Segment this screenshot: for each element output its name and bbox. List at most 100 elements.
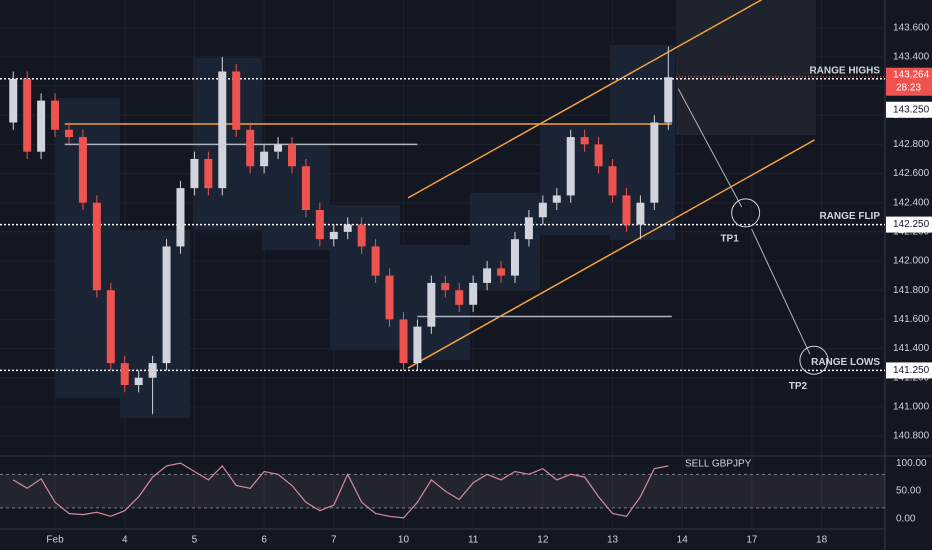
candle-body xyxy=(120,363,129,385)
level-tag-label: 142.250 xyxy=(893,219,930,230)
level-name: RANGE HIGHS xyxy=(809,65,880,76)
x-tick-label: Feb xyxy=(46,535,64,546)
candle-body xyxy=(51,100,60,130)
y-tick-label: 141.600 xyxy=(893,314,930,325)
oscillator-band xyxy=(0,474,885,508)
candle-body xyxy=(287,144,296,167)
candle-body xyxy=(524,217,533,240)
candle-body xyxy=(274,144,283,152)
x-tick-label: 5 xyxy=(192,535,198,546)
x-tick-label: 11 xyxy=(468,535,479,546)
level-name: RANGE LOWS xyxy=(811,357,880,368)
candle-body xyxy=(106,290,115,364)
candle-body xyxy=(246,129,255,167)
y-tick-label: 141.400 xyxy=(893,343,930,354)
candle-body xyxy=(329,231,338,240)
candle-body xyxy=(469,282,478,305)
candle-body xyxy=(92,202,101,291)
candle-body xyxy=(441,282,450,291)
candle-body xyxy=(78,137,87,203)
session-box xyxy=(540,125,610,235)
y-tick-label: 141.800 xyxy=(893,285,930,296)
x-tick-label: 13 xyxy=(607,535,619,546)
projection-box xyxy=(676,0,816,135)
level-name: RANGE FLIP xyxy=(819,211,880,222)
candle-body xyxy=(413,326,422,364)
candle-body xyxy=(497,268,506,276)
candle-body xyxy=(608,166,617,196)
candle-body xyxy=(357,224,366,247)
level-tag-label: 143.250 xyxy=(893,104,930,115)
y-tick-label: 142.800 xyxy=(893,139,930,150)
level-tag xyxy=(886,216,932,233)
session-box xyxy=(120,230,190,418)
candle-body xyxy=(64,129,73,138)
y-tick-label: 141.000 xyxy=(893,402,930,413)
target-arrow xyxy=(677,88,743,208)
trend-line xyxy=(407,0,763,199)
oscillator-line xyxy=(12,462,669,519)
candle-body xyxy=(343,224,352,232)
target-circle xyxy=(799,345,829,375)
x-tick-label: 14 xyxy=(677,535,689,546)
candle-body xyxy=(204,158,213,189)
y2-tick-label: 50.00 xyxy=(896,486,921,497)
candle-body xyxy=(301,166,310,210)
candle-body xyxy=(580,137,589,145)
candle-body xyxy=(594,144,603,167)
x-tick-label: 4 xyxy=(122,535,128,546)
candle-body xyxy=(664,77,673,123)
trend-line xyxy=(407,139,815,369)
price-countdown: 28:23 xyxy=(896,82,921,93)
y-tick-label: 143.400 xyxy=(893,52,930,63)
candle-body xyxy=(538,202,547,218)
target-circle xyxy=(731,198,761,228)
target-label: TP1 xyxy=(720,234,739,245)
price-tag xyxy=(886,67,932,96)
candle-body xyxy=(399,319,408,364)
x-tick-label: 10 xyxy=(398,535,410,546)
oscillator-label: SELL GBPJPY xyxy=(685,459,752,470)
target-arrow xyxy=(751,228,811,355)
candle-body xyxy=(385,275,394,320)
candle-body xyxy=(566,137,575,196)
candle-body xyxy=(162,246,171,364)
candle-body xyxy=(190,158,199,189)
candle-body xyxy=(9,78,18,123)
level-tag-label: 141.250 xyxy=(893,365,930,376)
candle-body xyxy=(455,290,464,305)
candle-body xyxy=(148,363,157,378)
y-tick-label: 142.000 xyxy=(893,256,930,267)
candle-body xyxy=(371,246,380,276)
level-tag xyxy=(886,101,932,118)
target-label: TP2 xyxy=(789,381,808,392)
candle-body xyxy=(232,71,241,130)
y-tick-label: 142.600 xyxy=(893,168,930,179)
x-tick-label: 6 xyxy=(261,535,267,546)
x-tick-label: 17 xyxy=(746,535,758,546)
y-tick-label: 142.400 xyxy=(893,197,930,208)
candle-body xyxy=(650,122,659,203)
candle-body xyxy=(427,282,436,327)
candle-body xyxy=(176,188,185,247)
candle-body xyxy=(218,71,227,189)
candle-body xyxy=(23,78,32,152)
candle-body xyxy=(636,202,645,225)
x-tick-label: 18 xyxy=(816,535,828,546)
candle-body xyxy=(260,151,269,167)
candle-body xyxy=(37,100,46,152)
candle-body xyxy=(622,195,631,225)
x-tick-label: 12 xyxy=(537,535,549,546)
candle-body xyxy=(510,239,519,276)
candle-body xyxy=(134,377,143,385)
candle-body xyxy=(315,210,324,240)
level-tag xyxy=(886,362,932,379)
x-tick-label: 7 xyxy=(331,535,337,546)
y2-tick-label: 0.00 xyxy=(896,514,916,525)
y-tick-label: 140.800 xyxy=(893,431,930,442)
y2-tick-label: 100.00 xyxy=(896,458,927,469)
price-tag-label: 143.264 xyxy=(893,69,930,80)
